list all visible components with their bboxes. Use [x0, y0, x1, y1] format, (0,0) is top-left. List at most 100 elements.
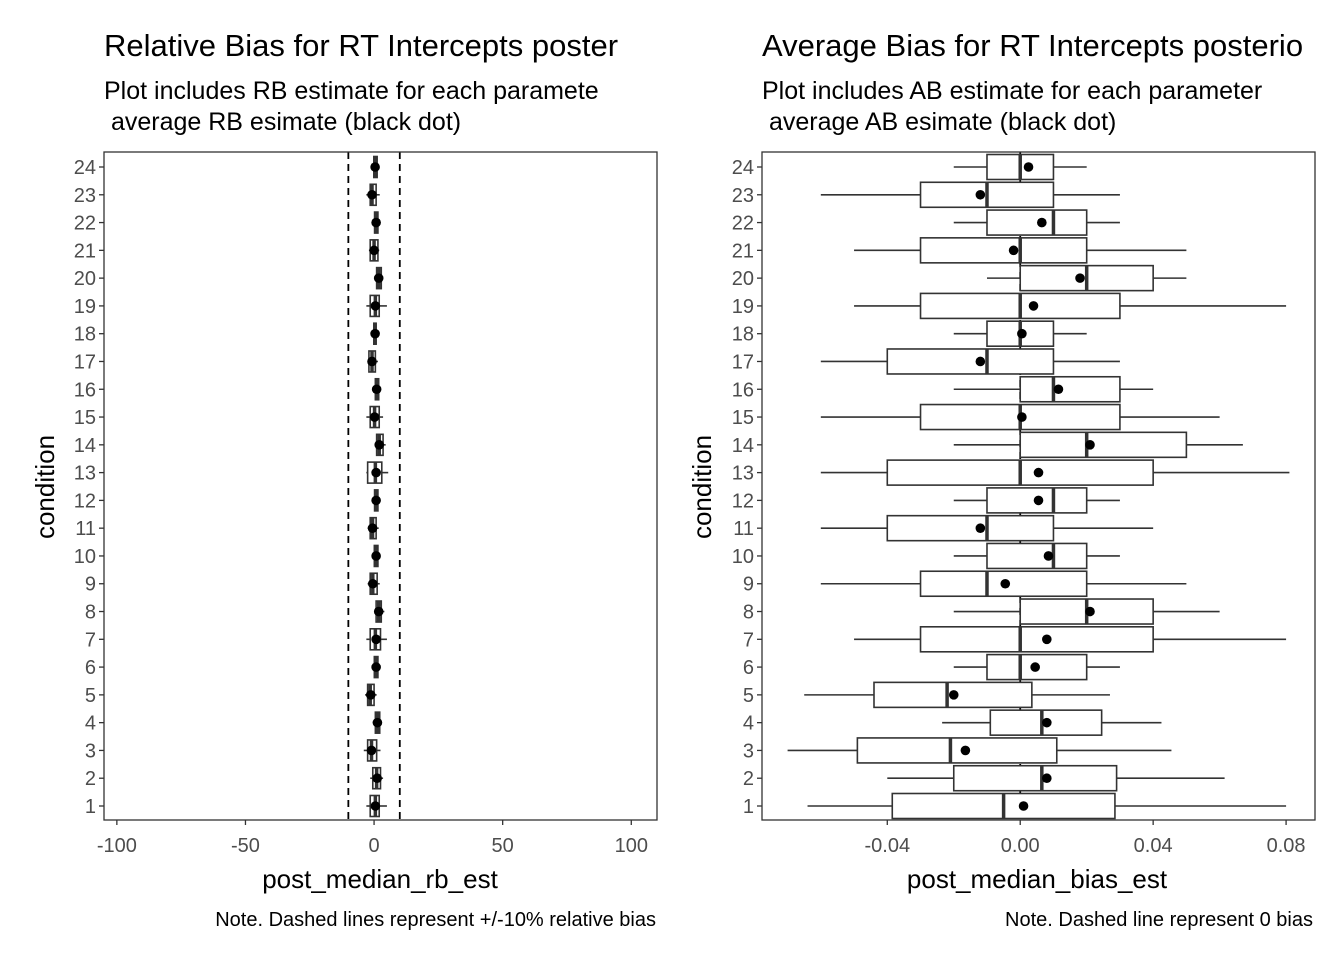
- rb-box-condition-18: [370, 322, 380, 345]
- rb-y-tick-label: 13: [74, 463, 96, 485]
- rb-y-tick-label: 12: [74, 490, 96, 512]
- ab-x-tick-label: -0.04: [864, 835, 910, 857]
- rb-title: Relative Bias for RT Intercepts poster: [104, 28, 618, 63]
- rb-y-tick-label: 14: [74, 435, 96, 457]
- ab-x-tick-label: 0.04: [1134, 835, 1173, 857]
- rb-box-condition-23: [366, 183, 380, 207]
- rb-mean-dot: [371, 495, 381, 506]
- rb-box-condition-6: [371, 655, 381, 679]
- rb-mean-dot: [372, 773, 382, 784]
- ab-y-tick-label: 10: [732, 546, 754, 568]
- ab-box-condition-12: [953, 487, 1120, 514]
- rb-mean-dot: [366, 745, 377, 756]
- rb-mean-dot: [372, 717, 383, 728]
- ab-box-condition-23: [820, 181, 1120, 209]
- ab-y-tick-label: 21: [732, 240, 754, 262]
- ab-box-condition-3: [787, 737, 1172, 764]
- rb-x-tick-label: -100: [97, 835, 137, 857]
- rb-y-tick-label: 21: [74, 240, 96, 262]
- ab-y-tick-label: 20: [732, 268, 754, 290]
- ab-box-condition-13: [820, 459, 1290, 486]
- ab-mean-dot: [1017, 412, 1027, 422]
- rb-mean-dot: [367, 523, 378, 533]
- ab-box-condition-19: [854, 292, 1287, 320]
- rb-box-condition-5: [365, 683, 377, 707]
- rb-y-tick-label: 18: [74, 324, 96, 346]
- ab-y-tick-label: 9: [743, 574, 754, 596]
- ab-box-condition-21: [854, 237, 1187, 264]
- ab-mean-dot: [1037, 217, 1047, 228]
- rb-mean-dot: [370, 328, 380, 339]
- rb-y-tick-label: 17: [74, 351, 96, 373]
- rb-y-tick-label: 6: [85, 657, 96, 679]
- ab-y-tick-label: 15: [732, 407, 754, 429]
- ab-box-condition-24: [953, 153, 1087, 181]
- ab-y-tick-label: 8: [743, 602, 754, 624]
- rb-y-tick-label: 2: [85, 768, 96, 790]
- rb-box-condition-17: [367, 350, 378, 373]
- rb-y-tick-label: 19: [74, 296, 96, 318]
- ab-y-tick-label: 12: [732, 490, 754, 512]
- ab-box-condition-4: [942, 709, 1162, 736]
- ab-x-tick-label: 0.08: [1267, 835, 1306, 857]
- ab-subtitle-line1: Plot includes AB estimate for each param…: [762, 77, 1262, 105]
- ab-y-tick-label: 6: [743, 657, 754, 679]
- ab-box-iqr: [1019, 431, 1188, 459]
- rb-y-tick-label: 23: [74, 185, 96, 207]
- ab-box-condition-8: [953, 598, 1220, 625]
- ab-box-condition-5: [804, 681, 1110, 709]
- ab-mean-dot: [1085, 440, 1095, 450]
- rb-y-tick-label: 3: [85, 740, 96, 762]
- rb-subtitle-line2: average RB esimate (black dot): [104, 108, 461, 136]
- rb-box-condition-14: [374, 433, 386, 457]
- rb-mean-dot: [367, 189, 377, 200]
- ab-box-condition-16: [953, 375, 1154, 403]
- ab-y-tick-label: 19: [732, 296, 754, 318]
- ab-x-axis-label: post_median_bias_est: [907, 864, 1168, 894]
- rb-panel: Relative Bias for RT Intercepts poster P…: [30, 28, 658, 931]
- rb-mean-dot: [371, 662, 381, 672]
- rb-box-condition-4: [372, 711, 383, 734]
- ab-mean-dot: [1008, 245, 1019, 256]
- rb-y-tick-label: 9: [85, 574, 96, 596]
- ab-mean-dot: [1028, 301, 1039, 311]
- rb-box-condition-1: [366, 794, 387, 818]
- ab-y-tick-label: 2: [743, 768, 754, 790]
- rb-box-condition-15: [366, 405, 384, 429]
- ab-mean-dot: [948, 690, 959, 700]
- rb-box-condition-9: [367, 572, 380, 596]
- rb-box-condition-8: [373, 600, 385, 623]
- ab-y-tick-label: 11: [733, 518, 754, 540]
- ab-y-tick-label: 7: [743, 629, 754, 651]
- rb-mean-dot: [371, 551, 381, 561]
- ab-mean-dot: [1000, 578, 1011, 589]
- rb-y-tick-label: 10: [74, 546, 96, 568]
- rb-mean-dot: [367, 578, 378, 589]
- rb-mean-dot: [365, 690, 376, 700]
- rb-box-condition-10: [371, 544, 381, 568]
- ab-mean-dot: [1033, 467, 1044, 478]
- ab-mean-dot: [1075, 273, 1085, 283]
- ab-box-iqr: [919, 237, 1088, 264]
- ab-subtitle-line2: average AB esimate (black dot): [762, 108, 1116, 136]
- ab-y-tick-label: 4: [743, 713, 754, 735]
- rb-box-condition-13: [366, 461, 389, 484]
- ab-mean-dot: [1017, 328, 1027, 339]
- ab-caption: Note. Dashed line represent 0 bias: [1005, 909, 1313, 931]
- rb-y-tick-label: 7: [85, 629, 96, 651]
- rb-x-tick-label: 50: [492, 835, 514, 857]
- ab-y-axis-label: condition: [687, 435, 717, 539]
- ab-box-condition-22: [953, 209, 1120, 236]
- rb-y-tick-label: 15: [74, 407, 96, 429]
- ab-box-iqr: [919, 626, 1154, 653]
- ab-y-tick-label: 16: [732, 379, 754, 401]
- ab-box-iqr: [1019, 375, 1121, 403]
- ab-box-condition-18: [953, 320, 1087, 347]
- rb-box-condition-3: [363, 739, 381, 762]
- rb-y-tick-label: 8: [85, 602, 96, 624]
- ab-mean-dot: [1033, 495, 1044, 506]
- ab-y-tick-label: 22: [732, 213, 754, 235]
- rb-box-condition-22: [371, 211, 381, 234]
- ab-plot-area: 123456789101112131415161718192021222324-…: [732, 151, 1316, 857]
